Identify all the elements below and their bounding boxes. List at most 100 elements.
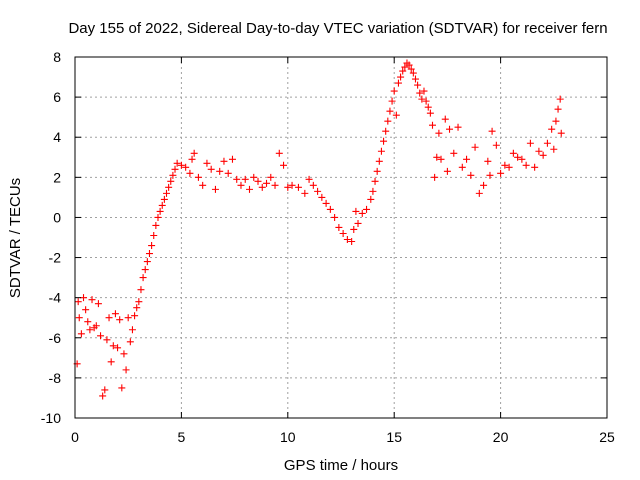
data-point — [399, 67, 407, 75]
data-point — [409, 69, 417, 77]
data-point — [141, 266, 149, 274]
data-point — [220, 157, 228, 165]
data-point — [437, 155, 445, 163]
data-point — [167, 177, 175, 185]
data-point — [352, 207, 360, 215]
data-point — [488, 127, 496, 135]
data-point — [133, 304, 141, 312]
data-point — [431, 173, 439, 181]
data-point — [160, 195, 168, 203]
data-point — [199, 181, 207, 189]
data-point — [326, 205, 334, 213]
data-point — [241, 175, 249, 183]
data-point — [216, 167, 224, 175]
data-point — [522, 161, 530, 169]
data-point — [305, 175, 313, 183]
data-point — [207, 165, 215, 173]
data-point — [135, 298, 143, 306]
data-point — [386, 107, 394, 115]
data-points-layer — [73, 59, 565, 400]
data-point — [86, 326, 94, 334]
y-tick-label: -4 — [49, 290, 62, 306]
y-tick-label: -8 — [49, 370, 62, 386]
data-point — [339, 229, 347, 237]
data-point — [105, 314, 113, 322]
data-point — [314, 187, 322, 195]
data-point — [169, 171, 177, 179]
data-point — [177, 161, 185, 169]
data-point — [397, 73, 405, 81]
data-point — [486, 171, 494, 179]
x-tick-label: 5 — [178, 429, 186, 445]
data-point — [557, 129, 565, 137]
data-point — [173, 159, 181, 167]
plot-frame — [74, 56, 608, 419]
y-tick-label: 2 — [53, 169, 61, 185]
data-point — [550, 145, 558, 153]
data-point — [435, 129, 443, 137]
data-point — [543, 139, 551, 147]
x-tick-label: 20 — [493, 429, 509, 445]
y-tick-label: -2 — [49, 250, 62, 266]
data-point — [335, 223, 343, 231]
data-point — [471, 143, 479, 151]
data-point — [163, 189, 171, 197]
data-point — [116, 316, 124, 324]
data-point — [203, 159, 211, 167]
x-axis-label: GPS time / hours — [284, 457, 398, 474]
data-point — [188, 155, 196, 163]
data-point — [224, 169, 232, 177]
data-point — [97, 332, 105, 340]
data-point — [429, 121, 437, 129]
data-point — [458, 163, 466, 171]
data-point — [309, 181, 317, 189]
data-point — [237, 181, 245, 189]
data-point — [126, 338, 134, 346]
data-point — [539, 151, 547, 159]
data-point — [463, 155, 471, 163]
data-point — [358, 209, 366, 217]
data-point — [526, 139, 534, 147]
data-point — [348, 238, 356, 246]
data-point — [258, 183, 266, 191]
data-point — [422, 97, 430, 105]
data-point — [120, 350, 128, 358]
data-point — [301, 189, 309, 197]
y-tick-label: -6 — [49, 330, 62, 346]
data-point — [354, 219, 362, 227]
data-point — [411, 75, 419, 83]
data-point — [392, 111, 400, 119]
data-point — [401, 63, 409, 71]
data-point — [114, 344, 122, 352]
data-point — [518, 155, 526, 163]
y-tick-label: 4 — [53, 129, 61, 145]
data-point — [101, 386, 109, 394]
data-point — [414, 81, 422, 89]
grid-layer — [75, 57, 607, 418]
data-point — [377, 147, 385, 155]
data-point — [171, 165, 179, 173]
data-point — [92, 322, 100, 330]
data-point — [318, 193, 326, 201]
chart-title: Day 155 of 2022, Sidereal Day-to-day VTE… — [68, 20, 607, 37]
data-point — [548, 125, 556, 133]
data-point — [137, 286, 145, 294]
data-point — [407, 65, 415, 73]
data-point — [194, 173, 202, 181]
data-point — [250, 173, 258, 181]
data-point — [75, 314, 83, 322]
data-point — [99, 392, 107, 400]
data-point — [371, 177, 379, 185]
data-point — [454, 123, 462, 131]
data-point — [294, 183, 302, 191]
y-axis-label: SDTVAR / TECUs — [7, 178, 24, 298]
data-point — [254, 177, 262, 185]
y-tick-label: -10 — [41, 410, 61, 426]
data-point — [501, 161, 509, 169]
data-point — [74, 298, 82, 306]
data-point — [350, 225, 358, 233]
data-point — [88, 296, 96, 304]
data-point — [143, 258, 151, 266]
